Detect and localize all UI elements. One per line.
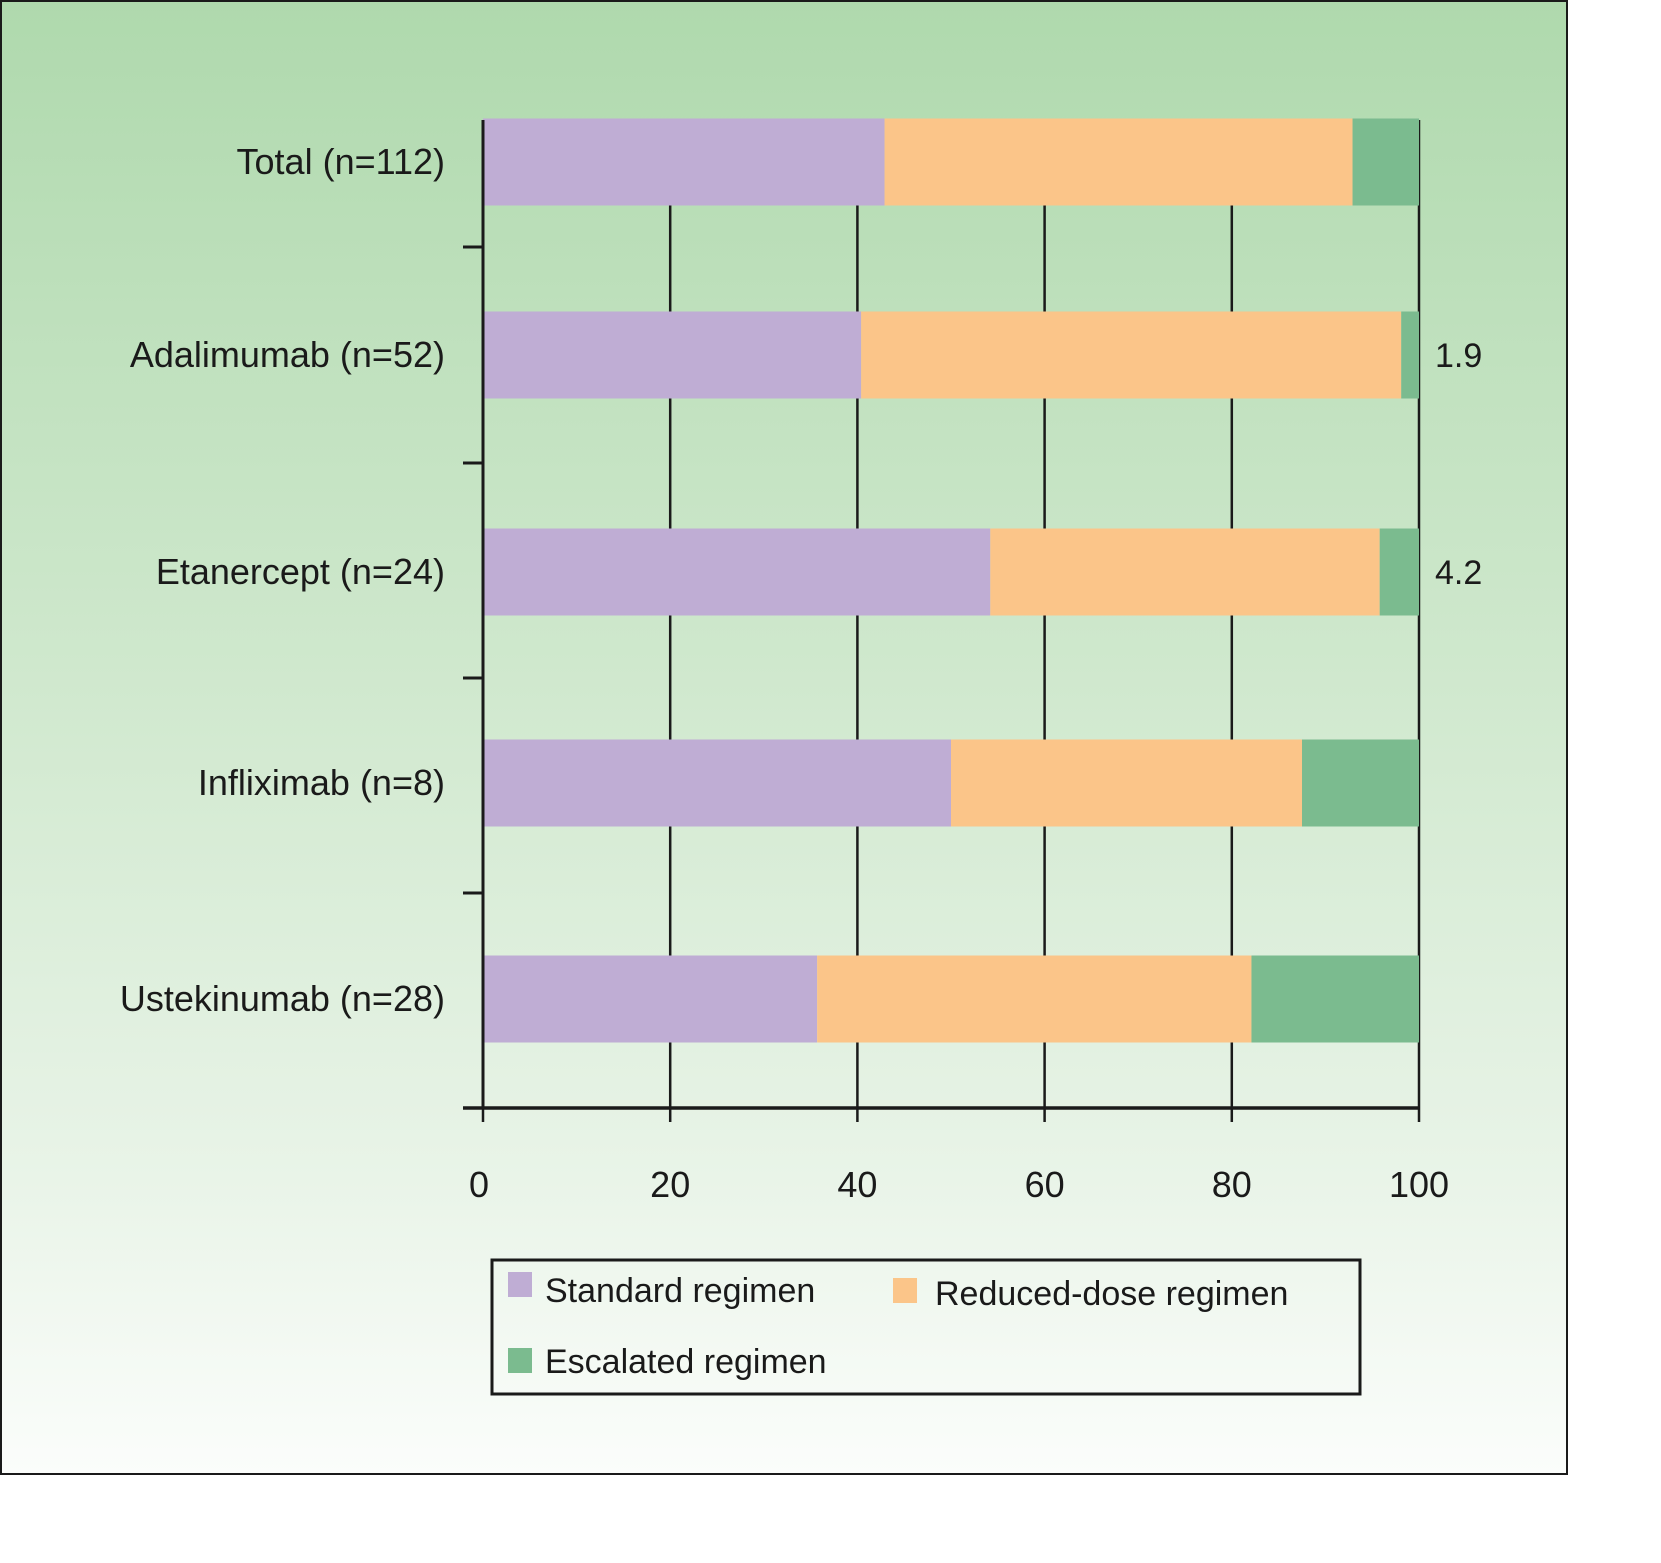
legend-label: Reduced-dose regimen bbox=[935, 1275, 1288, 1313]
bar-segment-escalated-regimen bbox=[1302, 739, 1419, 827]
legend-box bbox=[490, 1258, 1362, 1396]
bar-segment-standard-regimen bbox=[483, 528, 991, 616]
x-tick-label: 100 bbox=[1389, 1164, 1449, 1205]
x-tick-label: 20 bbox=[650, 1164, 690, 1205]
chart-background bbox=[0, 0, 1568, 1475]
y-category-label: Etanercept (n=24) bbox=[156, 551, 445, 592]
bar-segment-reduced-dose-regimen bbox=[990, 528, 1380, 616]
bar-segment-standard-regimen bbox=[483, 955, 818, 1043]
y-category-label: Total (n=112) bbox=[237, 141, 445, 182]
stacked-bar-chart: 0 20 40 60 80 100 Total (n=112) Adalimumab (n=5… bbox=[120, 118, 1482, 1396]
legend-swatch bbox=[508, 1348, 532, 1373]
legend-label: Standard regimen bbox=[545, 1272, 815, 1310]
legend-swatch bbox=[893, 1278, 917, 1303]
y-category-label: Infliximab (n=8) bbox=[198, 762, 445, 803]
bar-segment-reduced-dose-regimen bbox=[884, 118, 1353, 206]
x-tick-label: 0 bbox=[469, 1164, 489, 1205]
bar-segment-escalated-regimen bbox=[1401, 311, 1419, 399]
bar-segment-reduced-dose-regimen bbox=[951, 739, 1302, 827]
escalated-value-label: 1.9 bbox=[1435, 337, 1482, 375]
x-tick-label: 40 bbox=[837, 1164, 877, 1205]
bar-segment-escalated-regimen bbox=[1352, 118, 1419, 206]
y-category-label: Adalimumab (n=52) bbox=[130, 334, 445, 375]
legend-label: Escalated regimen bbox=[545, 1343, 827, 1381]
bar-segment-escalated-regimen bbox=[1251, 955, 1419, 1043]
legend-swatch bbox=[508, 1272, 532, 1297]
y-category-label: Ustekinumab (n=28) bbox=[120, 978, 445, 1019]
bar-segment-standard-regimen bbox=[483, 311, 862, 399]
bar-segment-standard-regimen bbox=[483, 118, 885, 206]
x-tick-label: 80 bbox=[1212, 1164, 1252, 1205]
bar-segment-reduced-dose-regimen bbox=[861, 311, 1402, 399]
escalated-value-label: 4.2 bbox=[1435, 554, 1482, 592]
bar-segment-reduced-dose-regimen bbox=[817, 955, 1252, 1043]
bar-segment-escalated-regimen bbox=[1379, 528, 1419, 616]
x-tick-label: 60 bbox=[1025, 1164, 1065, 1205]
bar-segment-standard-regimen bbox=[483, 739, 951, 827]
